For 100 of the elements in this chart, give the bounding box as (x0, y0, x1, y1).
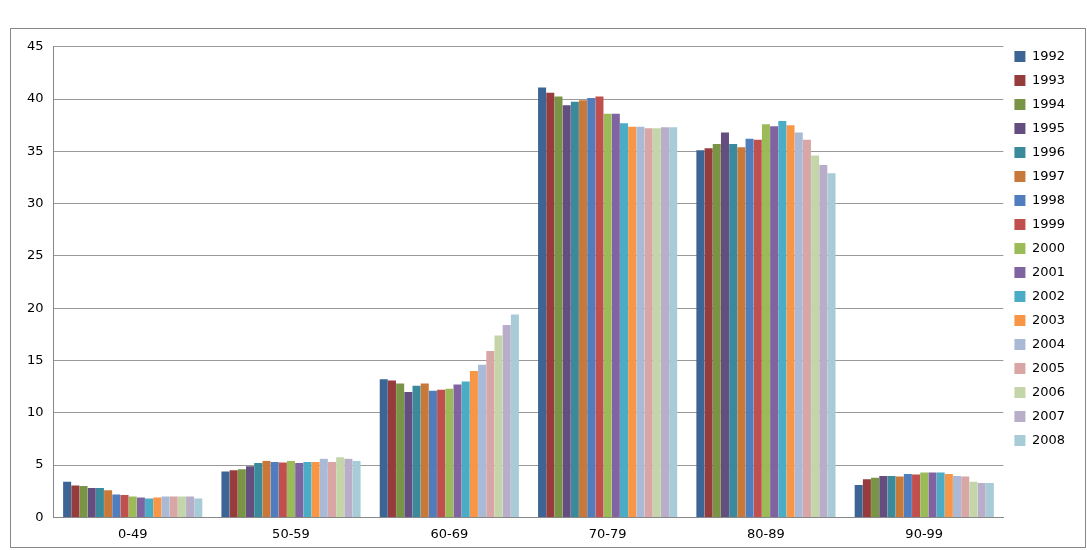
bar (628, 126, 637, 517)
bar (461, 381, 470, 517)
legend-label: 2008 (1031, 431, 1066, 447)
bar (63, 481, 72, 517)
x-tick-label: 50-59 (272, 525, 310, 541)
bar (819, 164, 828, 517)
bar (660, 127, 670, 517)
legend-label: 2004 (1031, 335, 1066, 351)
bar (229, 470, 238, 517)
bar (120, 494, 129, 517)
bar (295, 463, 304, 517)
bar (478, 364, 487, 517)
bar (270, 461, 279, 517)
bar (862, 479, 871, 517)
y-tick-label: 20 (27, 299, 44, 315)
bar (87, 488, 96, 517)
y-tick-label: 35 (27, 142, 44, 158)
bar (895, 476, 904, 517)
bar (538, 87, 547, 517)
bar (912, 474, 921, 517)
bar (969, 481, 978, 517)
x-tick-label: 80-89 (747, 525, 785, 541)
y-tick-label: 30 (27, 195, 44, 211)
bar (502, 324, 511, 517)
legend-label: 2007 (1031, 407, 1066, 423)
bar (827, 173, 836, 517)
bar (669, 127, 678, 517)
legend-label: 1995 (1031, 119, 1066, 135)
legend-label: 2000 (1031, 239, 1066, 255)
legend-label: 2006 (1031, 383, 1066, 399)
bar (587, 98, 596, 517)
bar (145, 498, 154, 517)
legend-label: 2001 (1031, 263, 1066, 279)
x-tick-label: 60-69 (430, 525, 469, 541)
bar (928, 472, 937, 517)
bar (854, 484, 863, 517)
bar (194, 498, 203, 517)
bar (985, 482, 994, 517)
bar (745, 138, 754, 517)
x-tick-label: 90-99 (905, 525, 944, 541)
bar (786, 125, 795, 517)
bar (570, 101, 579, 517)
bar (510, 314, 519, 517)
bar (652, 128, 661, 517)
bar (404, 391, 413, 517)
legend-label: 1998 (1031, 191, 1066, 207)
legend-label: 2003 (1031, 311, 1066, 327)
bar (387, 380, 396, 517)
bar (445, 388, 454, 517)
bar (794, 132, 803, 517)
bar (562, 105, 571, 517)
bar (104, 490, 113, 517)
legend-label: 1997 (1031, 167, 1066, 183)
bar (761, 124, 770, 517)
bar (186, 496, 195, 517)
y-tick-label: 10 (27, 404, 44, 420)
y-tick-label: 0 (35, 508, 44, 524)
bar (246, 466, 255, 517)
bar (161, 496, 170, 517)
legend-label: 1999 (1031, 215, 1066, 231)
bar (879, 476, 888, 517)
bar (595, 96, 604, 517)
bar (79, 486, 88, 517)
legend-label: 1993 (1031, 71, 1066, 87)
bar (802, 139, 811, 517)
legend-label: 1994 (1031, 95, 1066, 111)
bar (644, 128, 653, 517)
bar (887, 476, 896, 517)
bar (953, 476, 962, 517)
bar (871, 477, 880, 517)
bar (254, 463, 263, 517)
bar (344, 458, 353, 517)
x-tick-label: 0-49 (117, 525, 148, 541)
bar (336, 457, 345, 517)
y-tick-label: 5 (35, 456, 44, 472)
bar (903, 474, 912, 517)
bar (720, 132, 729, 517)
bar (603, 113, 612, 517)
bar (696, 150, 705, 517)
bar (169, 496, 178, 517)
bar (71, 485, 80, 517)
bar (611, 113, 620, 517)
y-tick-label: 40 (27, 90, 44, 106)
y-tick-label: 25 (27, 247, 44, 263)
legend-label: 1992 (1031, 47, 1066, 63)
bar (486, 351, 495, 517)
bar (177, 496, 186, 517)
bar (778, 121, 787, 517)
bar (920, 472, 929, 517)
bar (579, 100, 588, 517)
bar (554, 96, 563, 517)
bar (469, 370, 478, 517)
bar (396, 383, 405, 517)
bar (237, 469, 246, 517)
bar (620, 123, 629, 517)
bar (153, 497, 162, 517)
y-tick-label: 45 (27, 38, 44, 54)
bar (287, 460, 296, 517)
bar (811, 155, 820, 517)
bar (352, 460, 361, 517)
